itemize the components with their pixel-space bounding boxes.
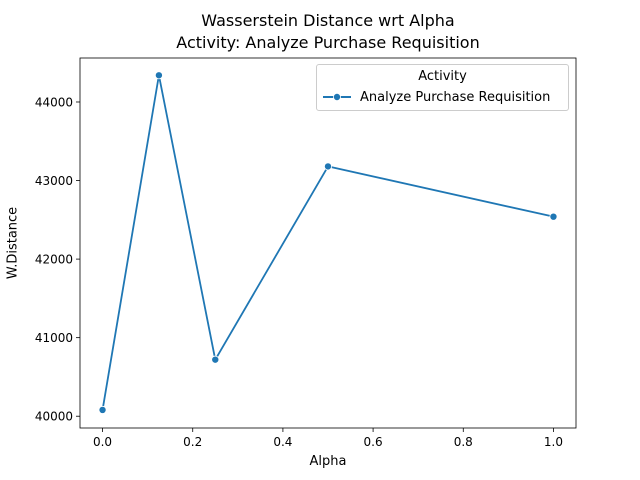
x-tick-label: 0.2 <box>183 435 202 449</box>
data-point <box>211 355 220 364</box>
x-tick-label: 0.6 <box>364 435 383 449</box>
y-tick-label: 44000 <box>35 95 73 109</box>
chart-title: Wasserstein Distance wrt Alpha <box>201 11 455 30</box>
y-tick-label: 43000 <box>35 174 73 188</box>
data-point <box>323 162 332 171</box>
y-tick-label: 40000 <box>35 410 73 424</box>
x-tick-label: 0.4 <box>273 435 292 449</box>
x-tick-label: 0.0 <box>93 435 112 449</box>
legend: Activity Analyze Purchase Requisition <box>316 64 569 111</box>
x-tick-label: 0.8 <box>454 435 473 449</box>
legend-entry-label: Analyze Purchase Requisition <box>360 90 551 105</box>
y-tick-label: 41000 <box>35 331 73 345</box>
axes-frame <box>79 57 577 429</box>
x-axis-label: Alpha <box>309 454 347 469</box>
y-axis-label: W.Distance <box>5 206 21 280</box>
data-point <box>154 71 163 80</box>
chart-subtitle: Activity: Analyze Purchase Requisition <box>176 33 480 52</box>
data-point <box>98 405 107 414</box>
series-line <box>101 74 554 411</box>
data-point <box>549 212 558 221</box>
legend-swatch-icon <box>323 93 351 101</box>
y-tick-label: 42000 <box>35 253 73 267</box>
x-tick-label: 1.0 <box>544 435 563 449</box>
legend-title: Activity <box>418 69 467 84</box>
plot-area: 0.0 0.2 0.4 0.6 0.8 1.0 40000 41000 42000 43000 44… <box>35 57 577 449</box>
